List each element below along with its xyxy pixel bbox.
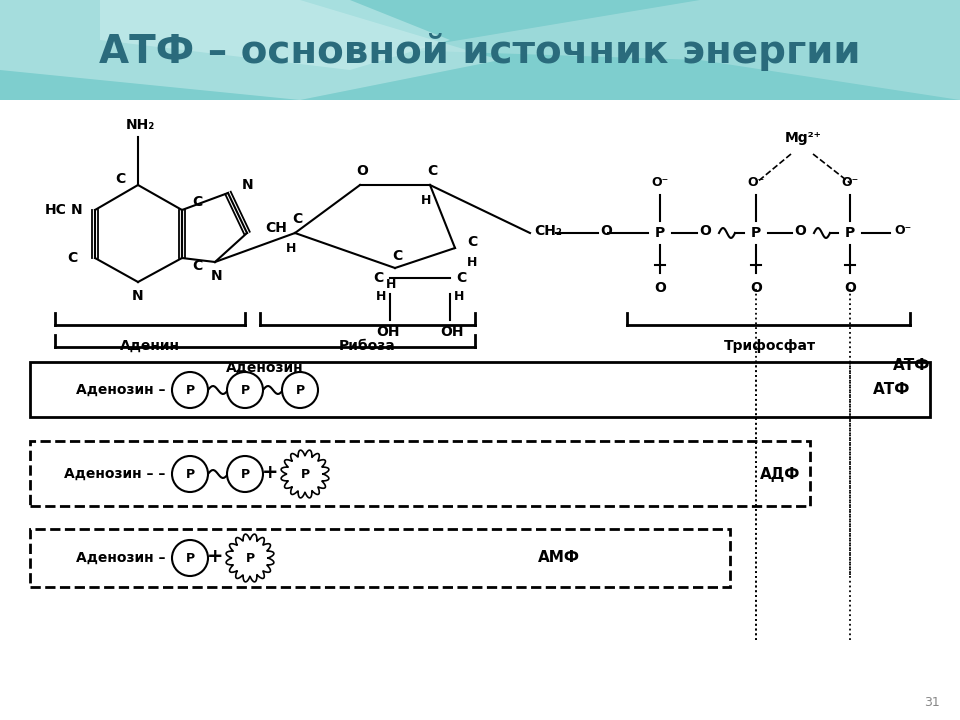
Text: O: O [654, 281, 666, 295]
Text: O: O [356, 164, 368, 178]
Text: Аденозин –: Аденозин – [76, 383, 165, 397]
Polygon shape [0, 0, 500, 100]
Text: АДФ: АДФ [759, 467, 800, 482]
Text: P: P [185, 552, 195, 564]
Text: CH₂: CH₂ [534, 224, 562, 238]
Circle shape [227, 456, 263, 492]
Polygon shape [227, 534, 274, 582]
Text: H: H [420, 194, 431, 207]
Text: O: O [699, 224, 711, 238]
Circle shape [227, 372, 263, 408]
Text: Трифосфат: Трифосфат [724, 339, 816, 353]
Text: C: C [467, 235, 477, 249]
Text: HC: HC [45, 203, 67, 217]
Text: C: C [292, 212, 302, 226]
Text: АТФ: АТФ [873, 382, 910, 397]
Text: H: H [467, 256, 477, 269]
Polygon shape [0, 0, 960, 100]
Text: P: P [845, 226, 855, 240]
Circle shape [172, 456, 208, 492]
Text: P: P [240, 467, 250, 480]
Text: P: P [751, 226, 761, 240]
Text: C: C [456, 271, 467, 285]
Circle shape [282, 372, 318, 408]
Polygon shape [400, 0, 960, 100]
Text: C: C [67, 251, 77, 265]
Text: C: C [427, 164, 437, 178]
Text: C: C [392, 249, 402, 263]
Text: OH: OH [376, 325, 399, 339]
Text: АТФ: АТФ [893, 358, 930, 372]
Text: N: N [242, 178, 253, 192]
Text: O⁻: O⁻ [841, 176, 858, 189]
Text: N: N [71, 203, 83, 217]
Text: АМФ: АМФ [538, 551, 580, 565]
Text: C: C [373, 271, 384, 285]
Text: Mg²⁺: Mg²⁺ [784, 131, 822, 145]
Text: Аденозин – –: Аденозин – – [63, 467, 165, 481]
Text: P: P [655, 226, 665, 240]
Text: P: P [185, 467, 195, 480]
Text: ~: ~ [225, 546, 239, 564]
Text: 31: 31 [924, 696, 940, 708]
Text: H: H [286, 243, 297, 256]
Text: O⁻: O⁻ [895, 225, 912, 238]
Circle shape [172, 540, 208, 576]
Text: P: P [185, 384, 195, 397]
Polygon shape [100, 0, 450, 70]
Text: P: P [240, 384, 250, 397]
Text: Аденозин –: Аденозин – [76, 551, 165, 565]
Text: C: C [116, 172, 126, 186]
Circle shape [172, 372, 208, 408]
Text: N: N [211, 269, 223, 283]
Text: H: H [375, 289, 386, 302]
Text: P: P [246, 552, 254, 564]
Text: P: P [300, 467, 309, 480]
Text: O: O [750, 281, 762, 295]
Text: N: N [132, 289, 144, 303]
Text: NH₂: NH₂ [126, 118, 155, 132]
Text: Рибоза: Рибоза [339, 339, 396, 353]
Text: O: O [600, 224, 612, 238]
Text: O: O [794, 224, 806, 238]
Text: CH: CH [265, 221, 287, 235]
Text: O⁻: O⁻ [748, 176, 764, 189]
Text: C: C [192, 195, 203, 209]
Text: ~: ~ [280, 462, 294, 480]
Text: АТФ – основной источник энергии: АТФ – основной источник энергии [99, 33, 861, 71]
Text: O: O [844, 281, 856, 295]
Text: O⁻: O⁻ [652, 176, 668, 189]
Text: Аденин: Аденин [120, 339, 180, 353]
Text: P: P [296, 384, 304, 397]
Text: +: + [262, 462, 278, 482]
Text: C: C [192, 259, 203, 273]
Text: +: + [206, 546, 224, 565]
Text: H: H [454, 289, 465, 302]
Text: Аденозин: Аденозин [227, 361, 303, 375]
Text: OH: OH [441, 325, 464, 339]
Polygon shape [281, 450, 329, 498]
Text: H: H [386, 277, 396, 290]
